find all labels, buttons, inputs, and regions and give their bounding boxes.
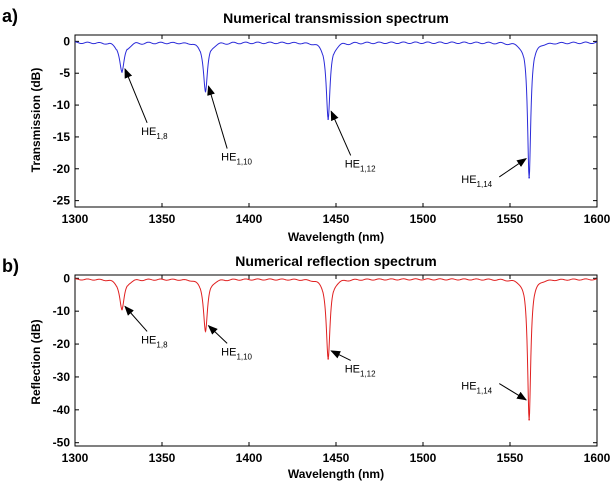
x-tick-label: 1500 bbox=[410, 212, 437, 226]
transmission-y-axis-label: Transmission (dB) bbox=[29, 68, 43, 173]
y-tick-label: -20 bbox=[53, 337, 71, 351]
mode-annotation-label: HE1,8 bbox=[141, 126, 168, 141]
transmission-series-line bbox=[74, 41, 598, 179]
x-tick-label: 1350 bbox=[149, 451, 176, 465]
mode-annotation-label: HE1,10 bbox=[221, 346, 252, 361]
x-tick-label: 1300 bbox=[62, 212, 89, 226]
dip-point bbox=[204, 330, 207, 332]
x-tick-label: 1400 bbox=[236, 451, 263, 465]
mode-annotation-label: HE1,14 bbox=[461, 381, 492, 396]
y-tick-label: -5 bbox=[59, 66, 70, 80]
mode-annotation-label: HE1,10 bbox=[221, 152, 252, 167]
annotation-arrow bbox=[498, 158, 527, 178]
y-tick-label: -30 bbox=[53, 370, 71, 384]
reflection-chart-title: Numerical reflection spectrum bbox=[235, 253, 437, 269]
y-tick-label: -40 bbox=[53, 403, 71, 417]
reflection-panel: b) Numerical reflection spectrum Wavelen… bbox=[2, 253, 611, 481]
reflection-x-axis-label: Wavelength (nm) bbox=[288, 467, 384, 481]
transmission-x-axis-label: Wavelength (nm) bbox=[288, 230, 384, 244]
annotation-arrow bbox=[330, 110, 352, 156]
dip-point bbox=[121, 71, 123, 73]
y-tick-label: -20 bbox=[53, 162, 71, 176]
y-tick-label: -50 bbox=[53, 436, 71, 450]
annotation-arrow bbox=[207, 324, 228, 344]
y-tick-label: -25 bbox=[53, 194, 71, 208]
dip-point bbox=[528, 176, 530, 179]
x-tick-label: 1350 bbox=[149, 212, 176, 226]
annotation-arrow bbox=[124, 67, 148, 123]
dip-point bbox=[327, 358, 329, 360]
mode-annotation-label: HE1,12 bbox=[345, 363, 376, 378]
x-tick-label: 1300 bbox=[62, 451, 89, 465]
annotation-arrow bbox=[499, 383, 527, 401]
plot-frame bbox=[74, 274, 598, 447]
reflection-series-line bbox=[74, 278, 598, 421]
panel-b-label: b) bbox=[2, 256, 19, 276]
transmission-chart-title: Numerical transmission spectrum bbox=[223, 10, 449, 26]
x-tick-label: 1550 bbox=[497, 212, 524, 226]
y-tick-label: 0 bbox=[63, 34, 70, 48]
transmission-panel: a) Numerical transmission spectrum Wavel… bbox=[2, 6, 611, 244]
x-tick-label: 1550 bbox=[497, 451, 524, 465]
mode-annotation-label: HE1,12 bbox=[345, 158, 376, 173]
x-tick-label: 1600 bbox=[584, 451, 611, 465]
y-tick-label: 0 bbox=[63, 271, 70, 285]
panel-a-label: a) bbox=[2, 6, 18, 26]
annotation-arrow bbox=[124, 305, 148, 332]
annotation-arrow bbox=[330, 350, 351, 361]
annotation-arrow bbox=[207, 85, 228, 149]
x-tick-label: 1450 bbox=[323, 451, 350, 465]
mode-annotation-label: HE1,8 bbox=[141, 334, 168, 349]
y-tick-label: -10 bbox=[53, 304, 71, 318]
dip-point bbox=[121, 308, 123, 311]
dip-point bbox=[204, 90, 207, 92]
y-tick-label: -10 bbox=[53, 98, 71, 112]
reflection-y-axis-label: Reflection (dB) bbox=[29, 319, 43, 404]
x-tick-label: 1500 bbox=[410, 451, 437, 465]
dip-point bbox=[327, 118, 329, 120]
x-tick-label: 1600 bbox=[584, 212, 611, 226]
x-tick-label: 1450 bbox=[323, 212, 350, 226]
dip-point bbox=[528, 418, 530, 421]
mode-annotation-label: HE1,14 bbox=[461, 174, 492, 189]
x-tick-label: 1400 bbox=[236, 212, 263, 226]
reflection-plot-area: 1300 1350 1400 1450 1500 1550 1600 0 -10 -20 -30 -4… bbox=[53, 271, 611, 465]
transmission-plot-area: 1300 1350 1400 1450 1500 1550 1600 0 -5 -10 -15 -20… bbox=[53, 34, 611, 226]
y-tick-label: -15 bbox=[53, 130, 71, 144]
